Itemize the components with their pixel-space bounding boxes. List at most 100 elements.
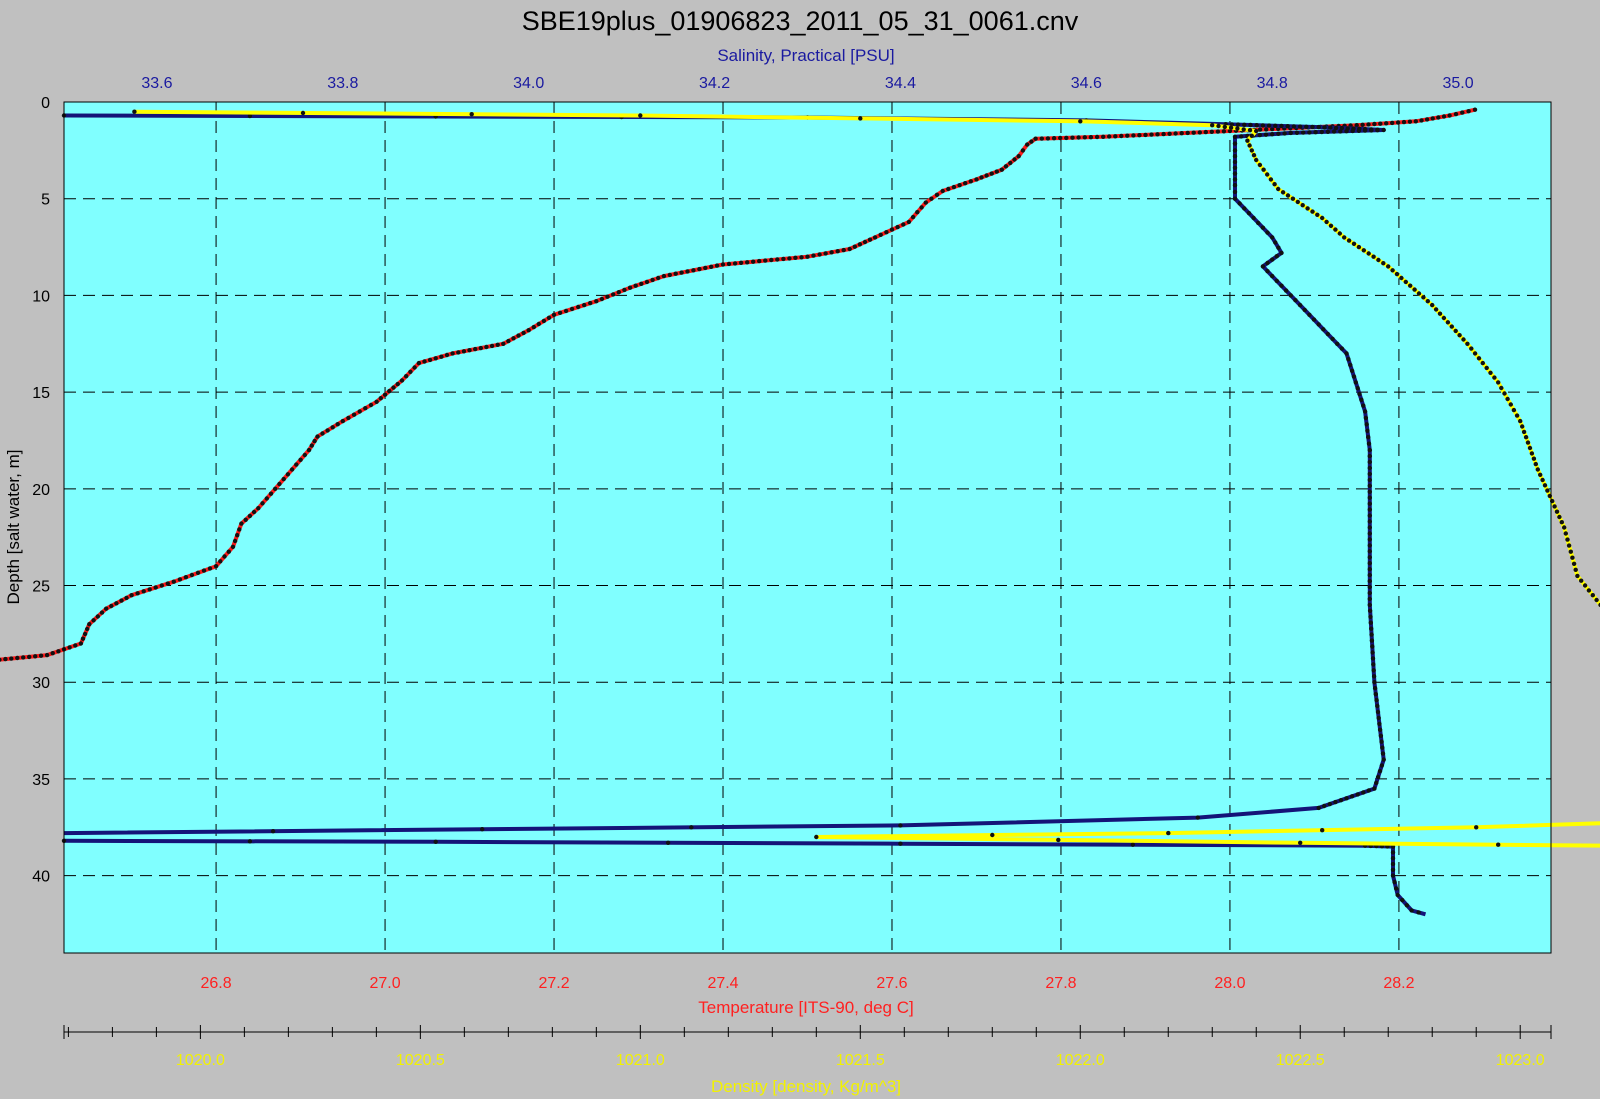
series-marker-salinity <box>1322 803 1327 809</box>
series-marker-density <box>1403 279 1409 285</box>
depth-tick-label: 10 <box>32 288 50 305</box>
series-marker-density <box>1474 825 1479 830</box>
series-marker-salinity <box>1325 331 1331 337</box>
series-marker-density <box>1376 257 1381 263</box>
series-marker-density <box>1337 231 1343 236</box>
series-marker-temperature <box>281 476 286 482</box>
series-marker-salinity <box>1367 483 1373 488</box>
temperature-tick-label: 27.4 <box>707 975 738 992</box>
series-marker-temperature <box>1453 111 1459 117</box>
series-marker-salinity <box>270 829 276 834</box>
series-marker-density <box>1305 206 1310 211</box>
series-marker-temperature <box>934 192 940 197</box>
series-marker-temperature <box>1460 110 1465 115</box>
series-marker-density <box>1499 385 1504 391</box>
density-axis: 1020.0 1020.5 1021.0 1021.5 1022.0 1022.5 1023… <box>63 1025 1552 1069</box>
series-marker-temperature <box>1264 127 1269 132</box>
series-marker-temperature <box>1149 132 1154 137</box>
series-marker-temperature <box>391 385 396 390</box>
series-marker-salinity <box>1248 122 1253 128</box>
series-marker-temperature <box>633 283 638 288</box>
series-marker-density <box>1472 351 1478 356</box>
series-marker-temperature <box>557 310 563 315</box>
series-marker-salinity <box>1330 336 1335 342</box>
series-marker-temperature <box>277 481 282 487</box>
series-marker-density <box>1484 365 1489 371</box>
series-marker-salinity <box>1263 132 1269 137</box>
density-axis-label: Density [density, Kg/m^3] <box>711 1077 901 1096</box>
series-marker-density <box>1573 567 1578 572</box>
series-marker-salinity <box>1369 626 1374 631</box>
series-marker-salinity <box>1239 134 1244 139</box>
series-marker-density <box>858 116 863 121</box>
series-marker-density <box>1276 186 1281 192</box>
series-marker-salinity <box>1367 608 1373 613</box>
series-marker-temperature <box>325 428 330 433</box>
series-marker-temperature <box>78 641 84 646</box>
series-marker-temperature <box>929 196 934 201</box>
series-marker-density <box>1280 190 1286 195</box>
series-marker-salinity <box>1273 240 1278 245</box>
series-marker-salinity <box>1254 123 1259 128</box>
series-marker-temperature <box>444 352 450 358</box>
series-marker-temperature <box>644 279 650 285</box>
series-marker-salinity <box>1375 774 1381 780</box>
series-marker-temperature <box>656 275 661 281</box>
series-marker-density <box>1408 283 1413 288</box>
series-marker-salinity <box>1379 763 1385 768</box>
series-marker-salinity <box>1265 230 1270 235</box>
series-marker-salinity <box>1232 171 1238 176</box>
depth-tick-label: 40 <box>32 869 50 886</box>
series-marker-salinity <box>1333 125 1339 131</box>
series-marker-salinity <box>665 840 671 845</box>
series-marker-salinity <box>1338 798 1344 803</box>
series-marker-temperature <box>256 506 261 511</box>
series-marker-salinity <box>1279 283 1284 288</box>
series-marker-salinity <box>1362 409 1368 414</box>
series-marker-temperature <box>1064 135 1069 141</box>
series-marker-temperature <box>622 287 627 293</box>
series-marker-salinity <box>1344 796 1349 801</box>
series-marker-salinity <box>1367 590 1373 596</box>
series-marker-temperature <box>368 402 374 408</box>
series-marker-salinity <box>1279 123 1284 129</box>
series-marker-temperature <box>878 232 883 237</box>
series-marker-temperature <box>1173 131 1178 136</box>
series-marker-temperature <box>153 585 158 590</box>
series-marker-density <box>1449 324 1455 329</box>
series-marker-density <box>1518 418 1523 424</box>
series-marker-temperature <box>1441 114 1447 119</box>
series-marker-density <box>1565 537 1570 542</box>
series-marker-temperature <box>294 462 299 467</box>
series-marker-density <box>1399 275 1404 281</box>
series-marker-density <box>1590 593 1596 598</box>
series-marker-temperature <box>605 294 610 299</box>
series-marker-salinity <box>1260 225 1266 230</box>
series-marker-temperature <box>1051 136 1057 141</box>
series-marker-temperature <box>847 246 852 252</box>
series-marker-temperature <box>351 412 357 417</box>
series-marker-temperature <box>697 266 702 272</box>
series-marker-temperature <box>201 568 207 573</box>
series-marker-salinity <box>1327 801 1333 807</box>
series-marker-temperature <box>135 591 140 596</box>
series-marker-density <box>1461 337 1466 342</box>
series-marker-density <box>814 834 819 840</box>
depth-tick-label: 35 <box>32 772 50 789</box>
series-marker-salinity <box>1353 380 1359 385</box>
series-marker-density <box>1520 424 1525 429</box>
series-marker-salinity <box>1372 786 1377 791</box>
series-marker-salinity <box>1380 751 1386 756</box>
series-marker-salinity <box>1229 122 1235 127</box>
series-marker-temperature <box>1413 119 1419 124</box>
series-marker-density <box>1386 264 1391 269</box>
series-marker-salinity <box>1357 391 1362 397</box>
series-marker-density <box>1366 251 1371 256</box>
series-marker-density <box>1538 472 1543 477</box>
series-marker-temperature <box>984 173 989 178</box>
series-marker-temperature <box>87 622 92 627</box>
series-marker-temperature <box>235 533 240 538</box>
series-marker-salinity <box>1367 471 1373 477</box>
series-marker-density <box>1542 483 1548 488</box>
series-marker-temperature <box>183 575 189 580</box>
